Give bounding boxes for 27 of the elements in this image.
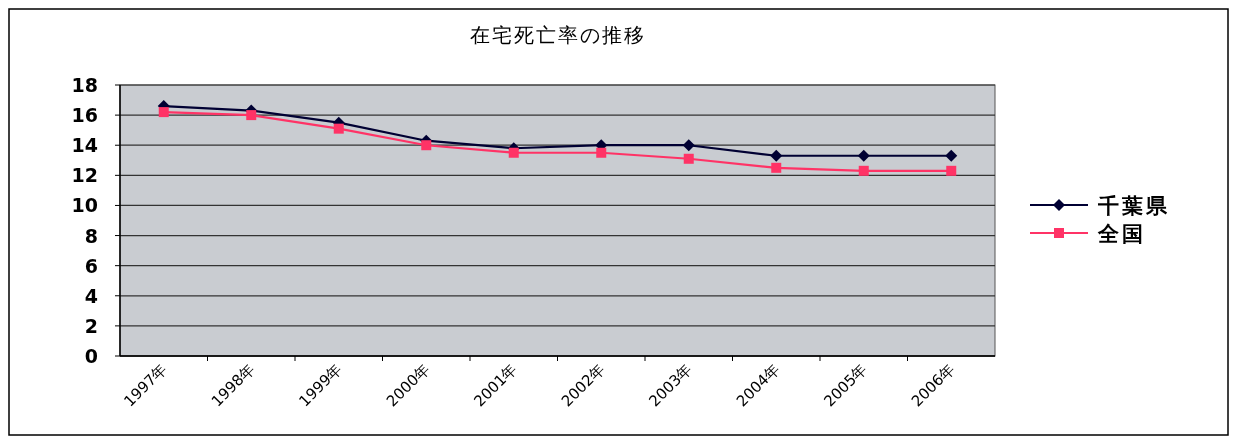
point (683, 153, 694, 164)
legend-label: 千葉県 (1097, 194, 1170, 218)
y-tick-label: 14 (71, 134, 98, 157)
y-tick-label: 18 (71, 74, 98, 96)
y-tick-label: 6 (84, 254, 98, 277)
point (770, 149, 783, 162)
point (596, 147, 607, 158)
y-tick-label: 4 (84, 284, 98, 307)
y-tick-label: 16 (71, 104, 98, 127)
y-tick-label: 12 (71, 164, 98, 187)
point (945, 149, 958, 162)
point (421, 140, 432, 151)
point (858, 165, 869, 176)
point (508, 147, 519, 158)
y-tick-label: 0 (84, 345, 98, 367)
y-tick-label: 8 (84, 224, 98, 247)
point (333, 123, 344, 134)
point (946, 165, 957, 176)
point (771, 162, 782, 173)
point (857, 149, 870, 162)
y-tick-label: 2 (84, 314, 98, 337)
legend-label: 全国 (1097, 222, 1146, 246)
chart-title: 在宅死亡率の推移 (469, 23, 646, 47)
point (158, 107, 169, 118)
point (682, 139, 695, 152)
point (246, 110, 257, 121)
y-tick-label: 10 (71, 194, 98, 217)
